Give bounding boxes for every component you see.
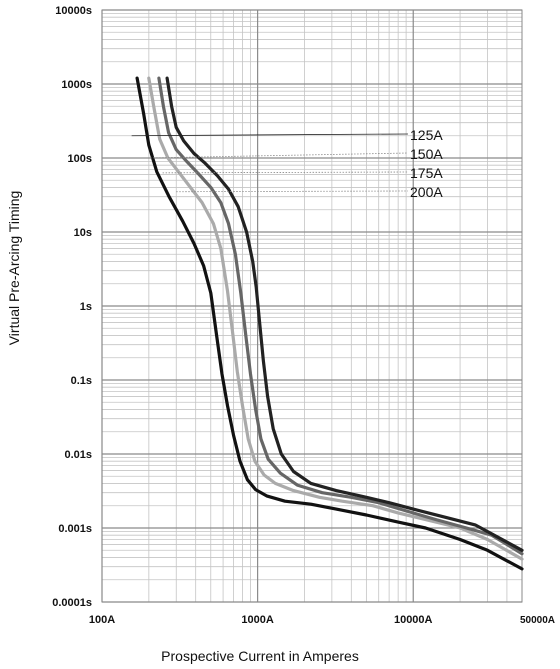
y-tick-label: 0.0001s (52, 597, 92, 609)
legend-label-175A: 175A (410, 165, 443, 181)
legend-label-125A: 125A (410, 127, 443, 143)
plot-area-frame (101, 9, 523, 603)
y-tick-label: 0.01s (64, 449, 92, 461)
y-tick-label: 1s (80, 301, 92, 313)
y-tick-label: 0.001s (58, 523, 92, 535)
y-tick-label: 1000s (61, 79, 92, 91)
x-axis-label: Prospective Current in Amperes (161, 648, 359, 664)
x-tick-label: 1000A (241, 614, 273, 626)
legend-labels: 125A 150A 175A 200A (410, 127, 443, 200)
x-tick-label: 100A (89, 614, 115, 626)
legend-label-150A: 150A (410, 146, 443, 162)
x-tick-labels: 100A 1000A 10000A 50000A (89, 614, 555, 626)
legend-label-200A: 200A (410, 184, 443, 200)
leader-line-175A (162, 171, 409, 174)
leader-line-150A (147, 152, 409, 159)
y-tick-label: 10000s (55, 5, 92, 17)
major-gridlines (101, 9, 522, 603)
leader-line-200A (176, 190, 409, 193)
series-line-200A (165, 76, 524, 552)
x-tick-label: 10000A (394, 614, 433, 626)
series-line-175A (157, 76, 524, 556)
y-axis-label: Virtual Pre-Arcing Timing (6, 190, 22, 346)
series-lines (135, 76, 524, 571)
y-tick-labels: 10000s 1000s 100s 10s 1s 0.1s 0.01s 0.001s 0.000… (52, 5, 92, 609)
x-tick-label: 50000A (520, 615, 555, 626)
legend-leader-lines (131, 133, 409, 193)
y-tick-label: 10s (74, 227, 92, 239)
series-line-150A (147, 76, 524, 561)
leader-line-125A (131, 133, 409, 137)
y-tick-label: 0.1s (71, 375, 92, 387)
y-tick-label: 100s (68, 153, 92, 165)
series-line-125A (135, 76, 524, 571)
